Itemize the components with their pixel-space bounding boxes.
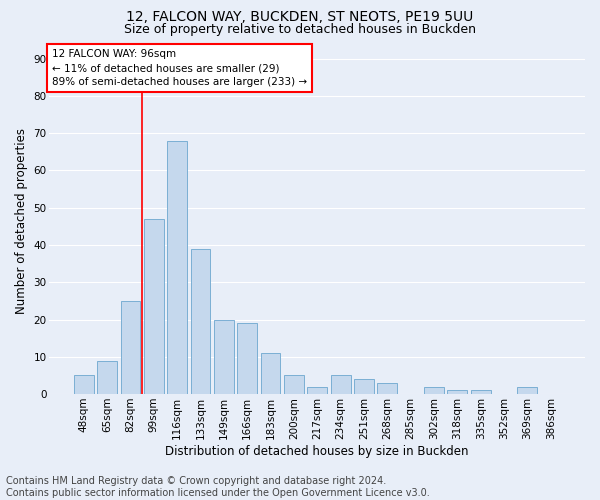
Bar bbox=[448, 390, 467, 394]
Text: 12 FALCON WAY: 96sqm
← 11% of detached houses are smaller (29)
89% of semi-detac: 12 FALCON WAY: 96sqm ← 11% of detached h… bbox=[52, 49, 307, 87]
Bar bbox=[354, 379, 374, 394]
Y-axis label: Number of detached properties: Number of detached properties bbox=[15, 128, 28, 314]
Bar bbox=[284, 376, 304, 394]
Bar bbox=[144, 219, 164, 394]
Text: Size of property relative to detached houses in Buckden: Size of property relative to detached ho… bbox=[124, 22, 476, 36]
X-axis label: Distribution of detached houses by size in Buckden: Distribution of detached houses by size … bbox=[166, 444, 469, 458]
Text: Contains HM Land Registry data © Crown copyright and database right 2024.
Contai: Contains HM Land Registry data © Crown c… bbox=[6, 476, 430, 498]
Bar bbox=[260, 353, 280, 394]
Bar bbox=[214, 320, 234, 394]
Bar bbox=[517, 386, 538, 394]
Bar bbox=[471, 390, 491, 394]
Bar bbox=[121, 301, 140, 394]
Bar bbox=[74, 376, 94, 394]
Bar bbox=[237, 323, 257, 394]
Bar bbox=[331, 376, 350, 394]
Bar bbox=[191, 248, 211, 394]
Bar bbox=[307, 386, 327, 394]
Bar bbox=[424, 386, 444, 394]
Bar bbox=[97, 360, 117, 394]
Bar bbox=[167, 140, 187, 394]
Text: 12, FALCON WAY, BUCKDEN, ST NEOTS, PE19 5UU: 12, FALCON WAY, BUCKDEN, ST NEOTS, PE19 … bbox=[127, 10, 473, 24]
Bar bbox=[377, 383, 397, 394]
